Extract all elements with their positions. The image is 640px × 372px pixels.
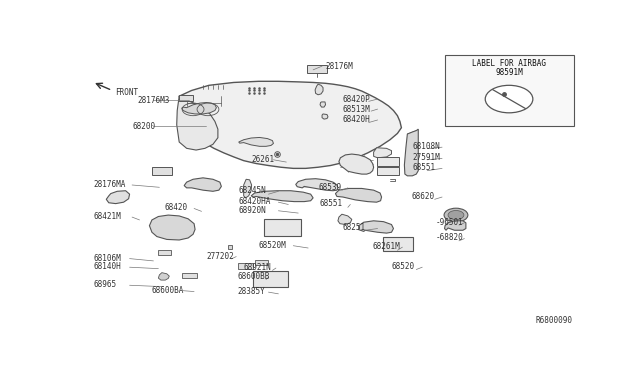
Bar — [376, 167, 399, 175]
Polygon shape — [335, 189, 381, 202]
Text: R6800090: R6800090 — [535, 316, 572, 326]
Text: 68106M: 68106M — [94, 254, 122, 263]
Circle shape — [444, 208, 468, 222]
Text: 68551: 68551 — [319, 199, 342, 208]
Bar — [376, 157, 399, 166]
Polygon shape — [150, 215, 195, 240]
Polygon shape — [239, 137, 273, 146]
Polygon shape — [339, 154, 374, 174]
Bar — [307, 65, 326, 73]
Polygon shape — [244, 179, 252, 198]
Bar — [179, 95, 193, 101]
Text: 68920N: 68920N — [239, 206, 266, 215]
Text: LABEL FOR AIRBAG: LABEL FOR AIRBAG — [472, 59, 546, 68]
Text: 28385Y: 28385Y — [237, 287, 266, 296]
Polygon shape — [179, 81, 401, 169]
Text: 28176MA: 28176MA — [94, 180, 126, 189]
Text: 68251: 68251 — [343, 224, 366, 232]
Text: 68965: 68965 — [94, 280, 117, 289]
Text: 68600BB: 68600BB — [237, 272, 270, 281]
Bar — [445, 55, 573, 126]
Text: 277202: 277202 — [207, 251, 234, 260]
Text: FRONT: FRONT — [115, 88, 138, 97]
Bar — [182, 273, 196, 278]
Circle shape — [448, 211, 464, 219]
Text: 68140H: 68140H — [94, 262, 122, 271]
Bar — [158, 250, 171, 255]
Bar — [253, 271, 288, 287]
Polygon shape — [106, 191, 129, 203]
Text: 68261M: 68261M — [372, 242, 401, 251]
Polygon shape — [315, 84, 323, 95]
Text: 28176M: 28176M — [326, 62, 353, 71]
Bar — [264, 219, 301, 236]
Text: 68539: 68539 — [318, 183, 341, 192]
Polygon shape — [404, 129, 419, 176]
Text: 68420HA: 68420HA — [239, 197, 271, 206]
Text: 68620: 68620 — [412, 192, 435, 201]
Bar — [237, 263, 253, 269]
Text: 68520: 68520 — [392, 262, 415, 271]
Text: 68420P: 68420P — [343, 94, 371, 103]
Text: -96501: -96501 — [436, 218, 464, 227]
Polygon shape — [182, 103, 216, 114]
Text: 26261: 26261 — [251, 155, 275, 164]
Circle shape — [485, 85, 533, 113]
Text: 28176M3: 28176M3 — [137, 96, 170, 105]
Text: -68820: -68820 — [436, 234, 464, 243]
Polygon shape — [296, 179, 338, 191]
Polygon shape — [184, 178, 221, 191]
Text: 68600BA: 68600BA — [152, 286, 184, 295]
Polygon shape — [322, 114, 328, 119]
Text: 68421M: 68421M — [94, 212, 122, 221]
Text: 68551: 68551 — [412, 163, 435, 172]
Polygon shape — [251, 191, 313, 202]
Text: 68420H: 68420H — [343, 115, 371, 125]
Text: 98591M: 98591M — [495, 68, 523, 77]
Text: 68520M: 68520M — [259, 241, 286, 250]
Polygon shape — [158, 273, 169, 280]
Bar — [152, 167, 172, 175]
Text: 68245N: 68245N — [239, 186, 266, 195]
Text: 68921N: 68921N — [244, 263, 271, 272]
Text: 68200: 68200 — [132, 122, 156, 131]
Polygon shape — [338, 214, 352, 225]
Polygon shape — [359, 221, 394, 233]
Polygon shape — [177, 96, 218, 150]
Bar — [255, 260, 269, 265]
Text: 27591M: 27591M — [412, 153, 440, 162]
Text: 68513M: 68513M — [343, 105, 371, 113]
Text: 68420: 68420 — [164, 203, 188, 212]
Polygon shape — [445, 221, 466, 230]
Text: 68108N: 68108N — [412, 142, 440, 151]
Polygon shape — [374, 148, 392, 158]
Bar — [383, 237, 413, 251]
Polygon shape — [320, 102, 326, 107]
